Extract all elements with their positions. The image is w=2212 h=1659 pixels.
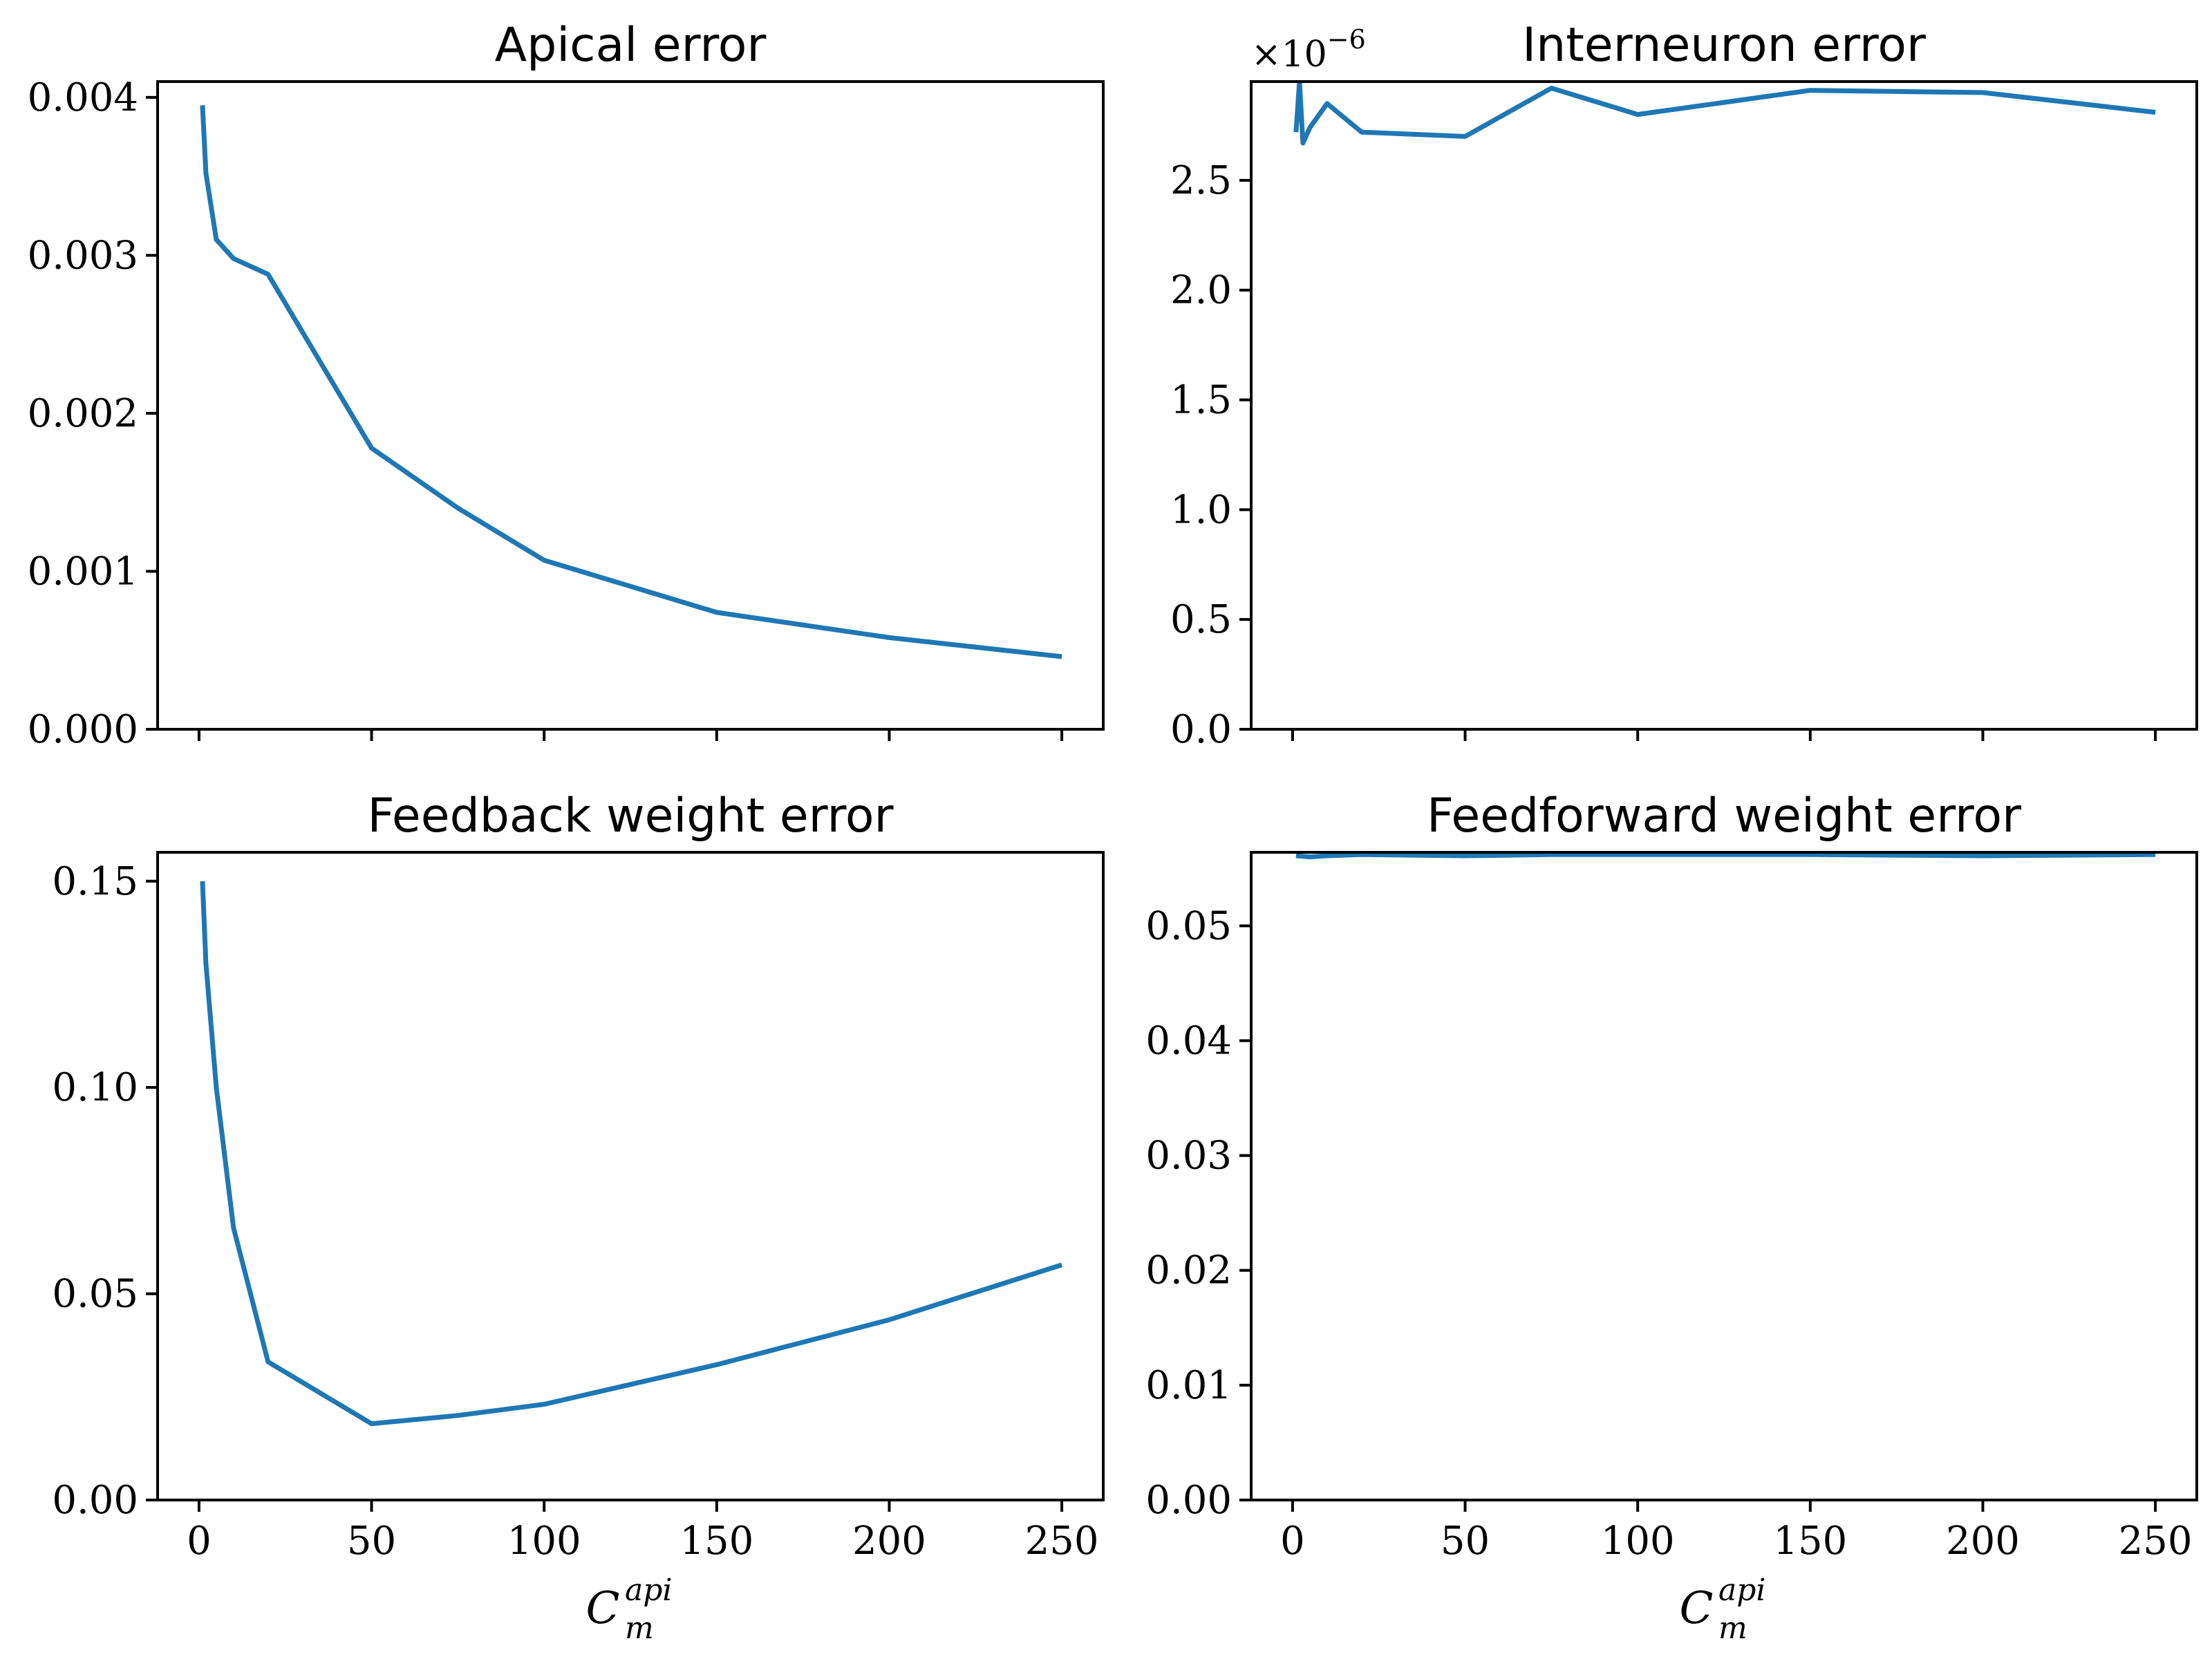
y-tick-label: 0.001 <box>28 549 138 594</box>
y-tick-label: 0.04 <box>1145 1018 1232 1063</box>
x-tick-label: 100 <box>1601 1519 1675 1564</box>
x-tick-label: 250 <box>1025 1519 1099 1564</box>
subplot-title: Feedback weight error <box>368 789 894 843</box>
axes-frame <box>1250 851 2198 1501</box>
y-tick-label: 0.05 <box>1145 903 1232 948</box>
subplot-1: Apical error 0.000 0.001 0.002 0.003 0.004 <box>28 18 1105 752</box>
axes-frame <box>156 851 1105 1501</box>
series-line-1 <box>1295 852 2156 860</box>
y-tick-label: 2.0 <box>1170 268 1232 313</box>
subplot-title: Interneuron error <box>1522 18 1926 73</box>
y-tick-label: 0.004 <box>28 75 138 120</box>
subplot-title: Feedforward weight error <box>1427 789 2021 843</box>
x-tick-label: 50 <box>347 1519 396 1564</box>
series-line-1 <box>200 105 1062 659</box>
subplot-title: Apical error <box>495 18 767 73</box>
y-tick-label: 0.02 <box>1145 1248 1232 1293</box>
subplot-2: Interneuron error 0.0 0.5 1.0 1.5 2.0 2.5 ×10−6 <box>1170 18 2198 752</box>
x-tick-label: 0 <box>187 1519 212 1564</box>
y-tick-label: 1.5 <box>1170 378 1232 423</box>
y-tick-label: 0.00 <box>52 1478 138 1523</box>
svg-text:C: C <box>586 1583 620 1634</box>
y-tick-label: 0.10 <box>52 1065 138 1110</box>
svg-text:api: api <box>625 1573 672 1608</box>
y-tick-label: 0.000 <box>28 707 138 752</box>
y-tick-label: 0.003 <box>28 233 138 278</box>
y-tick-label: 0.0 <box>1170 707 1232 752</box>
x-tick-label: 150 <box>679 1519 753 1564</box>
x-tick-label: 100 <box>507 1519 581 1564</box>
svg-text:api: api <box>1718 1573 1765 1608</box>
y-tick-label: 2.5 <box>1170 158 1232 203</box>
svg-text:m: m <box>1718 1611 1747 1646</box>
y-tick-label: 0.05 <box>52 1272 138 1317</box>
y-tick-label: 0.15 <box>52 859 138 904</box>
x-tick-label: 200 <box>1946 1519 2020 1564</box>
y-tick-label: 0.00 <box>1145 1478 1232 1523</box>
x-tick-label: 250 <box>2119 1519 2193 1564</box>
axes-frame <box>156 80 1105 731</box>
x-tick-label: 0 <box>1280 1519 1305 1564</box>
y-tick-label: 0.5 <box>1170 597 1232 642</box>
x-tick-label: 150 <box>1773 1519 1847 1564</box>
x-tick-label: 50 <box>1441 1519 1490 1564</box>
subplot-4: Feedforward weight error 0 50 100 150 200 250 0… <box>1145 789 2198 1646</box>
y-offset-label: ×10−6 <box>1251 24 1366 75</box>
axes-frame <box>1250 80 2198 731</box>
svg-text:C: C <box>1680 1583 1714 1634</box>
svg-text:m: m <box>625 1611 654 1646</box>
y-tick-label: 0.002 <box>28 391 138 436</box>
series-line-1 <box>200 881 1063 1427</box>
subplot-3: Feedback weight error 0 50 100 150 200 250 0.00… <box>52 789 1105 1646</box>
series-line-1 <box>1293 82 2156 146</box>
y-tick-label: 0.03 <box>1145 1134 1232 1179</box>
y-tick-label: 0.01 <box>1145 1363 1232 1408</box>
y-tick-label: 1.0 <box>1170 487 1232 532</box>
x-tick-label: 200 <box>852 1519 926 1564</box>
